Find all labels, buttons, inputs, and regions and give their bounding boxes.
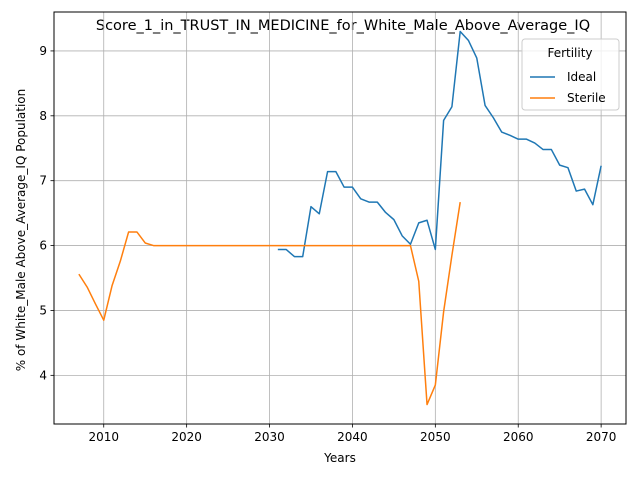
chart-title: Score_1_in_TRUST_IN_MEDICINE_for_White_M… (96, 18, 590, 34)
x-axis-title: Years (323, 451, 356, 465)
legend: Fertility Ideal Sterile (521, 38, 620, 111)
y-tick-label: 5 (39, 303, 47, 317)
legend-box (521, 38, 620, 111)
x-tick-label: 2050 (420, 430, 451, 444)
y-tick-label: 6 (39, 239, 47, 253)
x-tick-label: 2020 (171, 430, 202, 444)
y-tick-label: 9 (39, 44, 47, 58)
series-line-sterile (78, 201, 461, 406)
series-lines (78, 30, 602, 406)
x-axis-ticks: 2010 2020 2030 2040 2050 2060 2070 (88, 424, 616, 444)
series-line-ideal (277, 30, 602, 258)
x-tick-label: 2010 (88, 430, 119, 444)
y-tick-label: 4 (39, 368, 47, 382)
x-tick-label: 2060 (503, 430, 534, 444)
legend-title: Fertility (547, 46, 592, 60)
plot-frame (53, 11, 627, 425)
x-tick-label: 2030 (254, 430, 285, 444)
y-tick-label: 7 (39, 174, 47, 188)
y-tick-label: 8 (39, 109, 47, 123)
x-tick-label: 2040 (337, 430, 368, 444)
y-axis-ticks: 4 5 6 7 8 9 (39, 44, 54, 382)
x-tick-label: 2070 (586, 430, 617, 444)
y-axis-title: % of White_Male Above_Average_IQ Populat… (14, 89, 28, 372)
legend-label-sterile: Sterile (567, 91, 606, 105)
legend-label-ideal: Ideal (567, 70, 596, 84)
